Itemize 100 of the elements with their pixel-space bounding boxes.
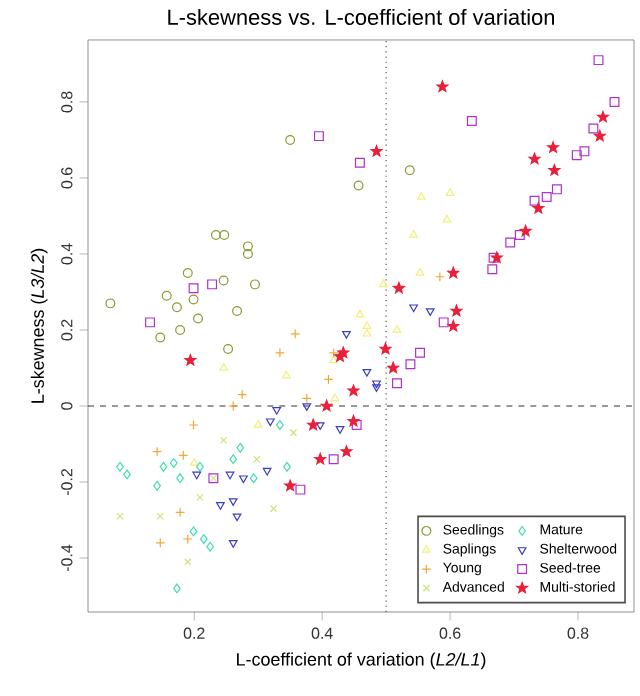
point [123, 469, 131, 480]
point [196, 493, 204, 501]
point [387, 361, 400, 374]
point [355, 309, 365, 318]
point [362, 321, 372, 329]
point [434, 271, 445, 282]
point [274, 347, 285, 358]
point [588, 123, 599, 134]
point [593, 55, 604, 66]
point [236, 442, 245, 453]
point [228, 498, 238, 506]
point [210, 229, 221, 240]
point [153, 480, 161, 491]
point [284, 479, 297, 492]
point [541, 191, 552, 202]
point [283, 461, 291, 472]
point [379, 342, 392, 355]
point [593, 129, 606, 142]
point [551, 184, 562, 195]
x-axis-title: L-coefficient of variation (L2/L1) [237, 652, 486, 670]
point [347, 384, 360, 397]
point [159, 461, 168, 472]
point [223, 344, 234, 354]
point [315, 422, 325, 430]
point [438, 317, 449, 328]
point [269, 504, 278, 513]
point [175, 324, 186, 335]
point [328, 454, 339, 465]
point [372, 384, 381, 392]
point [302, 403, 312, 411]
point [171, 302, 182, 313]
point [285, 134, 296, 145]
point [272, 407, 282, 415]
point [232, 305, 243, 316]
point [362, 328, 372, 337]
point [232, 513, 242, 522]
point [228, 540, 238, 548]
point [436, 80, 449, 92]
point [173, 583, 181, 594]
point [392, 324, 402, 333]
point [532, 202, 545, 214]
point [229, 454, 238, 465]
point [415, 347, 426, 358]
point [487, 264, 498, 275]
y-axis-title: L-skewness (L3/L2) [30, 248, 48, 403]
point [182, 267, 193, 278]
point [249, 279, 260, 290]
point [161, 290, 172, 301]
point [105, 298, 116, 309]
point [116, 512, 124, 520]
point [596, 110, 609, 123]
point [152, 446, 163, 457]
point [404, 165, 415, 176]
point [370, 145, 383, 157]
point [218, 275, 229, 286]
point [528, 152, 541, 165]
point [392, 378, 402, 389]
point [335, 426, 345, 434]
point [362, 369, 372, 377]
point [329, 355, 339, 364]
point [189, 526, 198, 537]
point [188, 420, 199, 430]
point [609, 96, 620, 107]
point [242, 241, 253, 252]
point [351, 420, 362, 430]
point [169, 458, 178, 468]
point [228, 401, 239, 411]
point [416, 191, 426, 200]
point [571, 150, 582, 161]
point [182, 534, 193, 545]
point [242, 248, 253, 259]
point [188, 283, 199, 294]
point [405, 359, 416, 370]
point [253, 420, 263, 428]
point [206, 541, 215, 552]
chart-title: L-skewness vs. L-coefficient of variation [168, 8, 555, 25]
point [193, 313, 204, 324]
point [155, 332, 166, 343]
point [488, 252, 499, 263]
point [353, 180, 364, 191]
point [409, 304, 419, 313]
point [447, 266, 460, 279]
point [450, 304, 463, 317]
point [330, 393, 340, 402]
point [189, 458, 199, 466]
point [295, 484, 306, 495]
point [519, 224, 532, 237]
point [445, 188, 455, 196]
point [219, 363, 229, 371]
point [379, 279, 388, 288]
point [145, 317, 156, 328]
point [192, 471, 202, 480]
point [466, 115, 477, 126]
point [176, 473, 185, 484]
point [216, 502, 225, 510]
point [265, 418, 275, 427]
point [307, 418, 320, 431]
point [219, 229, 230, 240]
point [347, 414, 360, 427]
point [249, 473, 258, 484]
